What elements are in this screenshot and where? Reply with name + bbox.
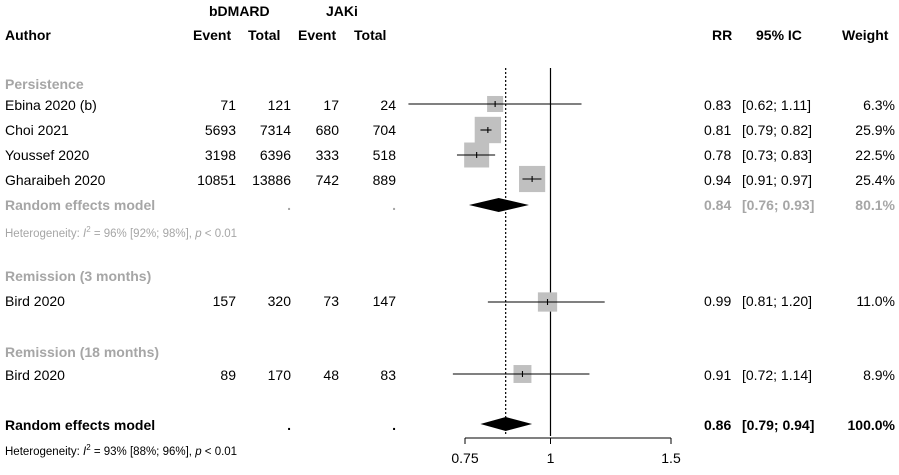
summary-label: Random effects model <box>5 197 156 213</box>
study-weight: 22.5% <box>855 147 895 163</box>
study-weight: 6.3% <box>863 97 895 113</box>
author-header: Author <box>5 27 51 43</box>
study-total2: 83 <box>380 367 396 383</box>
study-author: Youssef 2020 <box>5 147 90 163</box>
study-ci: [0.62; 1.11] <box>742 97 812 113</box>
study-total1: 13886 <box>252 172 291 188</box>
study-author: Gharaibeh 2020 <box>5 172 106 188</box>
study-ci: [0.79; 0.82] <box>742 122 813 138</box>
het-sup: 2 <box>86 225 91 234</box>
het-post: = 96% [92%; 98%], <box>90 227 196 240</box>
overall-rr: 0.86 <box>704 417 732 433</box>
summary-weight: 80.1% <box>855 197 895 213</box>
study-total1: 320 <box>267 293 291 309</box>
summary-event1: . <box>287 197 291 213</box>
study-total2: 147 <box>372 293 396 309</box>
study-total1: 6396 <box>259 147 291 163</box>
study-weight: 25.4% <box>855 172 895 188</box>
het-post2: < 0.01 <box>201 445 238 458</box>
event2-header: Event <box>298 27 337 43</box>
het-i: I <box>83 227 87 240</box>
section-title-remission-3: Remission (3 months) <box>5 268 152 284</box>
x-tick-label: 1 <box>547 450 555 466</box>
group1-header: bDMARD <box>209 3 270 19</box>
study-event1: 10851 <box>197 172 236 188</box>
total2-header: Total <box>354 27 387 43</box>
het-i: I <box>83 445 87 458</box>
study-event1: 157 <box>212 293 236 309</box>
study-event1: 89 <box>220 367 236 383</box>
study-author: Choi 2021 <box>5 122 69 138</box>
total1-header: Total <box>248 27 281 43</box>
study-event1: 71 <box>220 97 236 113</box>
study-total2: 24 <box>380 97 396 113</box>
summary-diamond <box>468 198 529 212</box>
study-rr: 0.83 <box>704 97 732 113</box>
study-event2: 73 <box>323 293 339 309</box>
study-weight: 8.9% <box>863 367 895 383</box>
study-total2: 889 <box>372 172 396 188</box>
study-rr: 0.81 <box>704 122 732 138</box>
group2-header: JAKi <box>326 3 358 19</box>
study-author: Bird 2020 <box>5 293 65 309</box>
study-rr: 0.78 <box>704 147 732 163</box>
het-post: = 93% [88%; 96%], <box>90 445 196 458</box>
summary-total1: . <box>392 197 396 213</box>
overall-ci: [0.79; 0.94] <box>742 417 815 433</box>
study-event1: 5693 <box>204 122 236 138</box>
study-event2: 333 <box>315 147 339 163</box>
summary-rr: 0.84 <box>704 197 732 213</box>
study-rr: 0.91 <box>704 367 732 383</box>
study-event1: 3198 <box>204 147 236 163</box>
study-rr: 0.94 <box>704 172 732 188</box>
het-p: p <box>195 227 202 240</box>
study-ci: [0.81; 1.20] <box>742 293 813 309</box>
study-author: Ebina 2020 (b) <box>5 97 97 113</box>
heterogeneity-overall: Heterogeneity: I2 = 93% [88%; 96%], p < … <box>5 440 237 460</box>
section-title-persistence: Persistence <box>5 76 84 92</box>
study-rr: 0.99 <box>704 293 732 309</box>
study-author: Bird 2020 <box>5 367 65 383</box>
summary-ci: [0.76; 0.93] <box>742 197 815 213</box>
event1-header: Event <box>193 27 232 43</box>
study-weight: 25.9% <box>855 122 895 138</box>
section-title-remission-18: Remission (18 months) <box>5 344 160 360</box>
het-pre: Heterogeneity: <box>5 227 83 240</box>
x-tick-label: 1.5 <box>661 450 681 466</box>
heterogeneity-persistence: Heterogeneity: I2 = 96% [92%; 98%], p < … <box>5 222 237 242</box>
het-pre: Heterogeneity: <box>5 445 83 458</box>
overall-event1: . <box>287 417 291 433</box>
study-total1: 121 <box>267 97 291 113</box>
rr-header: RR <box>712 27 733 43</box>
study-ci: [0.73; 0.83] <box>742 147 813 163</box>
study-total2: 704 <box>372 122 396 138</box>
het-post2: < 0.01 <box>201 227 238 240</box>
study-ci: [0.72; 1.14] <box>742 367 813 383</box>
study-event2: 742 <box>315 172 339 188</box>
study-event2: 680 <box>315 122 339 138</box>
het-p: p <box>195 445 202 458</box>
ci-header: 95% IC <box>756 27 802 43</box>
overall-total1: . <box>392 417 396 433</box>
study-event2: 48 <box>323 367 339 383</box>
study-total1: 7314 <box>259 122 291 138</box>
summary-diamond <box>480 417 533 431</box>
study-weight: 11.0% <box>856 293 895 309</box>
het-sup: 2 <box>86 443 91 452</box>
x-tick-label: 0.75 <box>451 450 478 466</box>
weight-header: Weight <box>842 27 889 43</box>
study-total1: 170 <box>267 367 291 383</box>
overall-label: Random effects model <box>5 417 156 433</box>
study-ci: [0.91; 0.97] <box>742 172 813 188</box>
study-total2: 518 <box>372 147 396 163</box>
overall-weight: 100.0% <box>847 417 895 433</box>
study-event2: 17 <box>323 97 339 113</box>
